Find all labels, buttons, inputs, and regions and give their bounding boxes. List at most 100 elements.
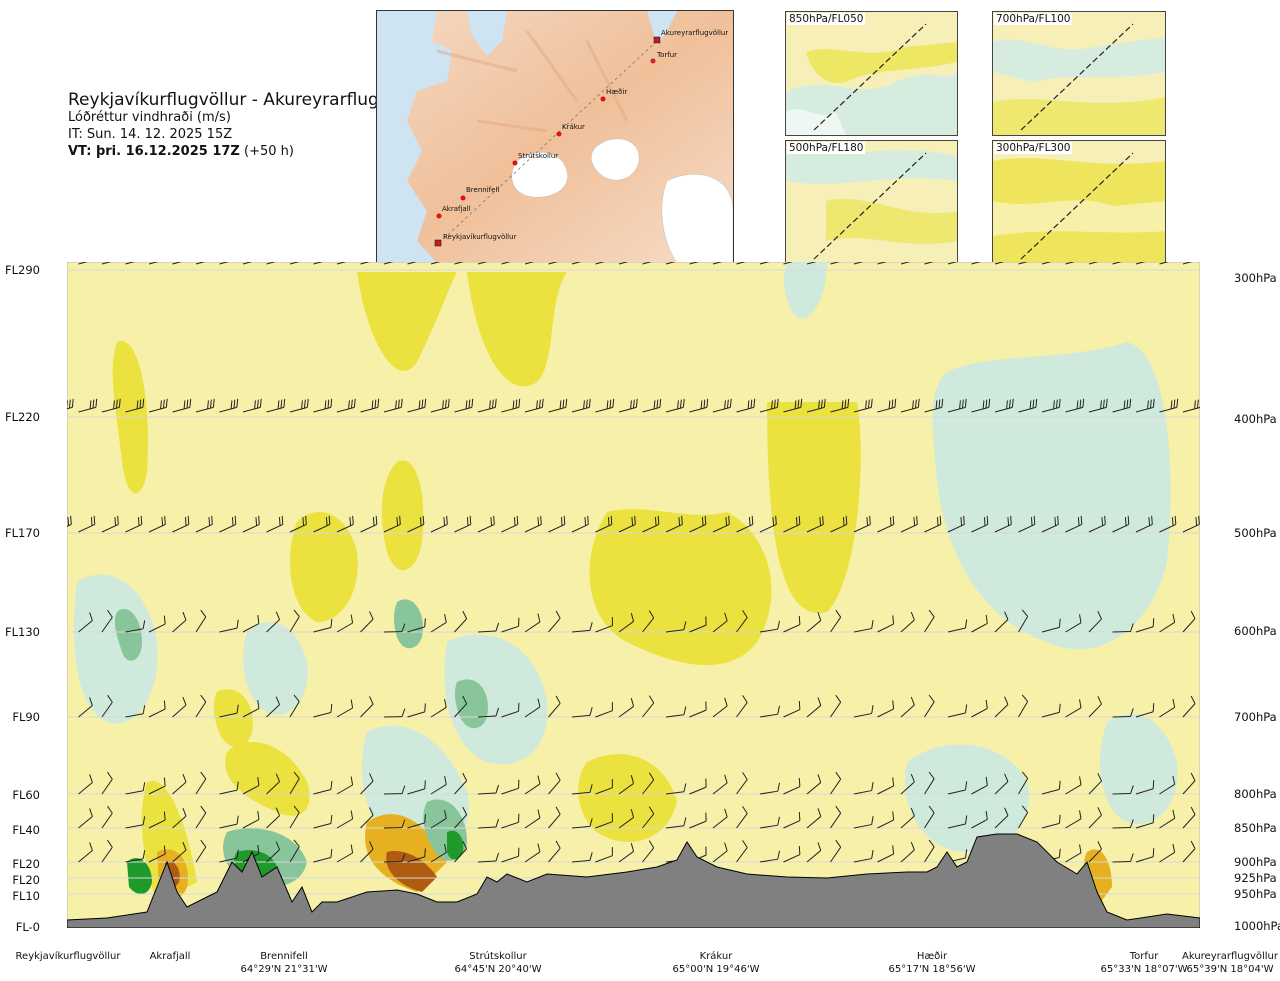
wind-barb	[924, 515, 942, 533]
wind-barb	[712, 842, 728, 863]
wind-barb	[947, 619, 968, 633]
wind-barb	[477, 262, 496, 265]
wind-barb	[595, 779, 613, 795]
wind-barb	[242, 700, 260, 718]
wind-barb	[830, 694, 842, 718]
wind-barb	[571, 707, 593, 718]
wind-barb	[289, 694, 300, 718]
wind-barb	[642, 806, 655, 829]
quantity-label: Lóðréttur vindhraði (m/s)	[68, 110, 231, 125]
wind-barb	[994, 696, 1009, 718]
map-label-akureyri: Akureyrarflugvöllur	[661, 29, 728, 37]
wind-barb	[783, 515, 801, 533]
wind-barb	[242, 262, 261, 265]
wind-barb	[78, 262, 97, 265]
wind-barb	[67, 398, 74, 413]
inset-svg-300	[993, 152, 1165, 263]
wind-barb	[1018, 515, 1036, 533]
inset-label-300: 300hPa/FL300	[994, 142, 1073, 154]
airport-marker-reykjavik	[434, 239, 442, 247]
wind-barb	[383, 262, 402, 265]
wind-barb	[642, 262, 661, 265]
wind-barb	[1041, 618, 1061, 633]
wind-barb	[1112, 785, 1134, 795]
waypoint-marker-krakur	[556, 131, 562, 137]
wind-barb	[712, 612, 728, 633]
wind-barb	[571, 784, 593, 795]
wind-barb	[313, 618, 333, 633]
wind-barb	[595, 617, 613, 633]
wind-barb	[806, 774, 822, 795]
wind-barb	[430, 809, 447, 829]
wind-barb	[924, 609, 935, 633]
wind-barb	[148, 700, 166, 718]
wind-barb	[219, 849, 239, 863]
wind-barb	[407, 618, 426, 633]
wind-barb	[219, 398, 239, 413]
wind-barb	[736, 695, 748, 718]
inset-label-500: 500hPa/FL180	[787, 142, 866, 154]
wind-barb	[1088, 696, 1102, 718]
wind-barb	[1182, 840, 1196, 863]
hpa-label-1000: 1000hPa	[1234, 919, 1280, 933]
wind-barb	[407, 848, 426, 863]
wind-barb	[266, 398, 286, 413]
wind-barb	[994, 515, 1012, 533]
wind-barb	[430, 698, 447, 718]
cross-section-plot	[67, 262, 1200, 928]
wind-barb	[853, 262, 872, 265]
fl-label-60: FL60	[12, 788, 40, 802]
wind-barb	[1112, 262, 1131, 265]
wind-barb	[1159, 809, 1176, 829]
wind-barb	[430, 775, 447, 795]
wind-barb	[1041, 814, 1061, 829]
wind-barb	[407, 780, 426, 795]
wind-barb	[524, 698, 541, 718]
wind-barb	[407, 703, 426, 718]
waypoint-marker-brennifell	[460, 195, 466, 201]
wind-barb	[360, 611, 374, 633]
wind-barb	[1018, 262, 1037, 265]
wind-barb	[689, 398, 709, 413]
wind-barb	[407, 262, 426, 265]
wind-barb	[1018, 609, 1029, 633]
waypoint-strutskollur: Strútskollur 64°45'N 20°40'W	[455, 950, 542, 976]
wind-barb	[783, 615, 801, 633]
fl-label-0: FL-0	[15, 920, 40, 934]
map-label-haedir: Hæðir	[606, 88, 627, 96]
wind-barb	[1182, 772, 1196, 795]
wind-barb	[242, 777, 260, 795]
wind-barb	[642, 772, 655, 795]
wind-barb	[477, 515, 495, 533]
wind-barb	[383, 398, 403, 413]
wind-barb	[877, 398, 897, 413]
wind-barb	[78, 808, 93, 829]
wind-barb	[1135, 814, 1155, 829]
wind-barb	[477, 622, 500, 633]
wind-barb	[806, 842, 822, 863]
waypoint-coord: 65°39'N 18°04'W	[1186, 964, 1274, 975]
inset-label-700: 700hPa/FL100	[994, 13, 1073, 25]
wind-barb	[1065, 844, 1082, 863]
wind-barb	[783, 845, 801, 863]
wind-barb	[1088, 398, 1108, 413]
map-label-reykjavik: Reykjavíkurflugvöllur	[443, 233, 517, 241]
waypoint-akrafjall: Akrafjall	[150, 950, 191, 963]
wind-barb	[924, 262, 943, 265]
wind-barb	[242, 398, 262, 413]
waypoint-haedir: Hæðir 65°17'N 18°56'W	[889, 950, 976, 976]
wind-barb	[1112, 819, 1134, 829]
wind-barb	[360, 841, 374, 863]
wind-barb	[219, 262, 238, 265]
wind-barb	[219, 781, 239, 795]
map-label-strutskollur: Strútskollur	[518, 152, 558, 160]
waypoint-torfur: Torfur 65°33'N 18°07'W	[1101, 950, 1188, 976]
wind-barb	[642, 695, 655, 718]
wind-barb	[618, 515, 636, 533]
wind-barb	[101, 262, 120, 265]
wind-barb	[313, 703, 333, 718]
wind-barb	[477, 784, 500, 795]
wind-barb	[289, 262, 308, 265]
wind-barb	[947, 815, 968, 829]
wind-barb	[548, 398, 568, 413]
